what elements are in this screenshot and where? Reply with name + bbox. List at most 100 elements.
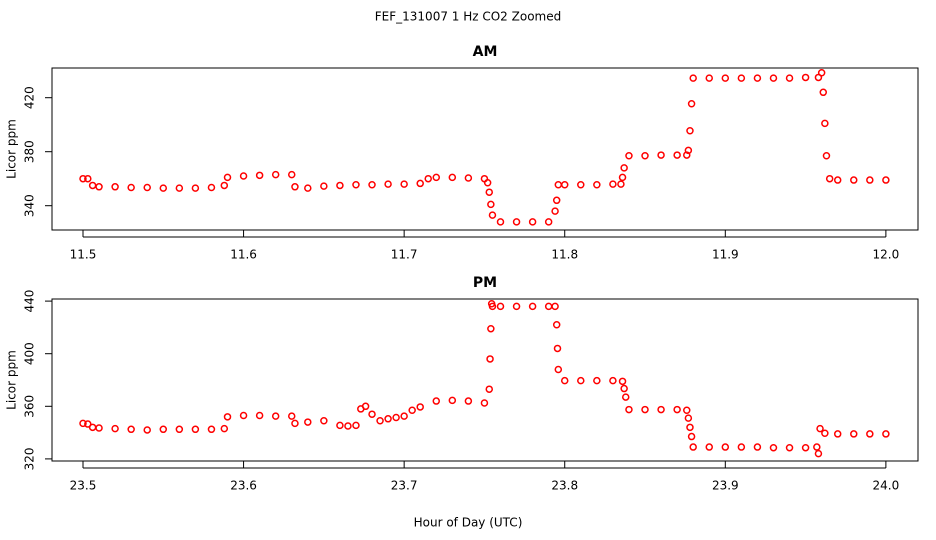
data-point — [618, 173, 627, 182]
data-point — [485, 385, 494, 393]
x-axis-label: Hour of Day (UTC) — [414, 516, 523, 530]
data-point — [223, 173, 232, 182]
data-point — [291, 419, 299, 428]
data-point — [609, 376, 617, 385]
data-point — [271, 412, 280, 420]
data-point — [684, 414, 693, 422]
data-point — [866, 176, 874, 184]
data-point — [207, 425, 216, 434]
y-tick-label: 440 — [23, 290, 37, 313]
data-point — [683, 406, 691, 414]
data-point — [821, 119, 829, 128]
data-point — [544, 218, 553, 226]
data-point — [175, 184, 184, 192]
data-point — [143, 426, 151, 434]
data-point — [255, 411, 264, 420]
data-point — [833, 176, 842, 184]
data-point — [577, 376, 585, 385]
data-point — [175, 425, 184, 434]
data-point — [464, 397, 473, 405]
data-point — [657, 405, 665, 414]
y-tick-label: 360 — [23, 395, 37, 418]
data-point — [673, 405, 681, 414]
data-point — [625, 405, 633, 414]
data-point — [376, 417, 384, 425]
x-tick-label: 23.5 — [70, 479, 97, 493]
data-point — [769, 74, 778, 82]
data-point — [833, 430, 842, 438]
data-point — [641, 405, 649, 414]
data-point — [392, 413, 400, 422]
data-point — [424, 174, 432, 183]
data-point — [287, 412, 296, 420]
data-point — [686, 127, 694, 135]
data-point — [785, 74, 794, 82]
data-point — [552, 321, 561, 329]
data-point — [368, 410, 376, 418]
data-point — [817, 68, 826, 77]
data-point — [544, 302, 553, 311]
data-point — [512, 218, 521, 226]
data-point — [551, 207, 559, 215]
data-point — [785, 443, 794, 452]
data-point — [737, 443, 746, 451]
data-point — [554, 181, 563, 189]
x-tick-label: 11.8 — [551, 248, 578, 262]
data-point — [618, 377, 627, 386]
data-point — [593, 181, 601, 189]
data-point — [416, 403, 424, 411]
data-point — [159, 425, 168, 434]
data-point — [801, 73, 810, 82]
data-point — [111, 183, 119, 191]
y-axis-label: Licor ppm — [5, 350, 19, 410]
data-point — [239, 411, 248, 420]
data-point — [320, 417, 328, 425]
y-tick-label: 400 — [23, 342, 37, 365]
data-point — [291, 183, 299, 191]
y-tick-label: 320 — [23, 447, 37, 470]
data-point — [554, 365, 563, 374]
panel-title: PM — [473, 275, 497, 291]
data-point — [464, 174, 473, 182]
data-point — [813, 443, 821, 451]
data-point — [127, 183, 135, 192]
data-point — [88, 181, 97, 190]
data-point — [352, 181, 360, 189]
data-point — [336, 181, 344, 190]
data-point — [352, 421, 360, 430]
data-point — [825, 174, 834, 183]
data-point — [577, 181, 585, 189]
y-tick-label: 340 — [23, 194, 37, 217]
data-point — [737, 74, 746, 82]
data-point — [220, 181, 229, 190]
data-point — [816, 424, 824, 433]
data-point — [553, 344, 562, 353]
data-point — [683, 151, 691, 159]
y-tick-label: 380 — [23, 140, 37, 163]
x-tick-label: 11.6 — [230, 248, 257, 262]
data-point — [620, 164, 628, 172]
data-point — [486, 355, 494, 363]
data-point — [448, 396, 457, 405]
data-point — [721, 74, 730, 82]
x-tick-label: 11.9 — [712, 248, 739, 262]
x-tick-label: 11.7 — [391, 248, 418, 262]
data-point — [485, 188, 494, 196]
data-point — [551, 302, 559, 311]
data-point — [84, 420, 92, 428]
data-point — [408, 406, 416, 414]
y-tick-label: 420 — [23, 86, 37, 109]
data-point — [850, 430, 858, 438]
data-point — [769, 443, 778, 452]
data-point — [207, 183, 216, 192]
data-point — [416, 179, 424, 188]
x-tick-label: 11.5 — [70, 248, 97, 262]
data-point — [287, 170, 296, 179]
data-point — [487, 324, 495, 333]
data-point — [673, 151, 681, 159]
data-point — [143, 183, 151, 192]
x-tick-label: 23.6 — [230, 479, 257, 493]
data-point — [822, 152, 831, 160]
data-point — [344, 422, 352, 430]
data-point — [361, 402, 370, 411]
